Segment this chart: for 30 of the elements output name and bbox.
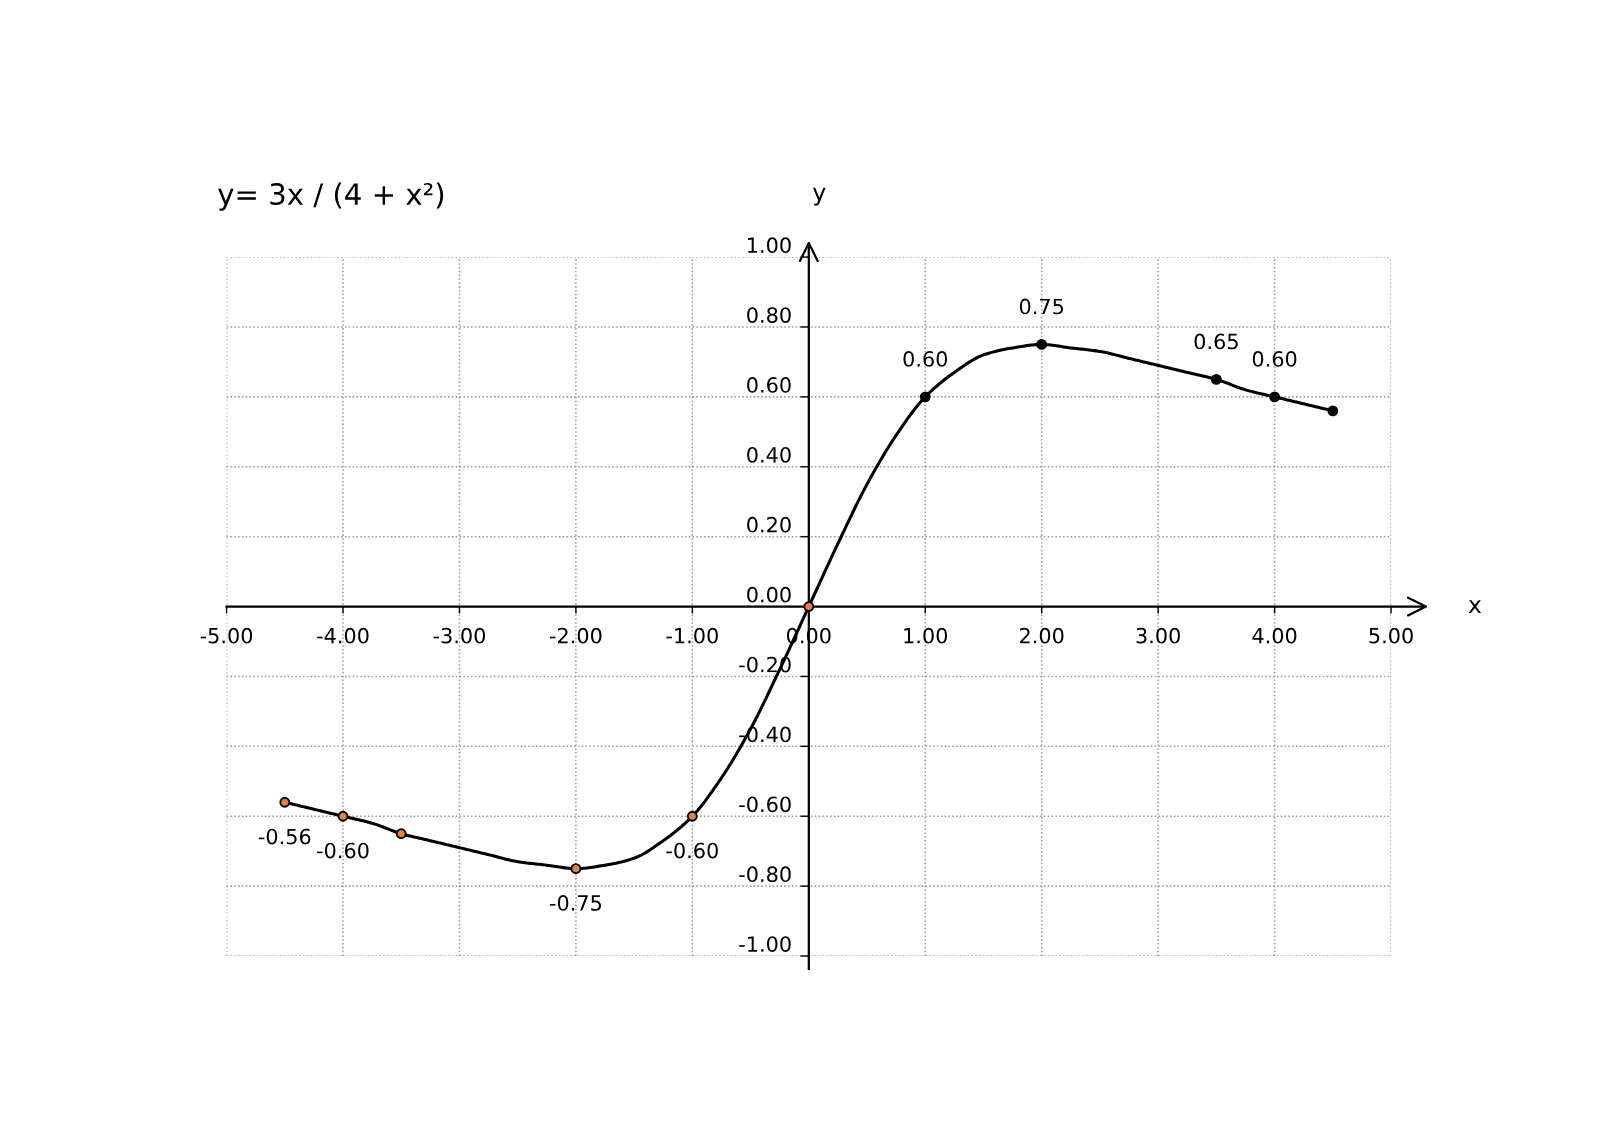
data-label: -0.56 [258, 828, 311, 845]
y-tick-label: 0.20 [747, 516, 791, 533]
data-label: 0.60 [1252, 351, 1297, 367]
x-tick-label: -5.00 [200, 627, 253, 644]
y-tick-label: -0.60 [739, 796, 791, 813]
data-label: 0.65 [1194, 333, 1238, 350]
y-tick-label: 1.00 [748, 237, 791, 254]
x-tick-label: 2.00 [1020, 627, 1064, 644]
data-label: 0.60 [903, 351, 948, 367]
y-axis-title: y [813, 187, 826, 206]
x-tick-label: -3.00 [433, 627, 486, 644]
y-tick-label: -1.00 [739, 936, 791, 952]
chart-title: y= 3x / (4 + x²) [218, 182, 444, 211]
data-label: -0.75 [549, 895, 602, 911]
data-label: 0.75 [1019, 298, 1064, 315]
data-label: -0.60 [666, 842, 718, 859]
x-tick-label: 3.00 [1136, 627, 1180, 644]
x-tick-label: -2.00 [549, 627, 602, 644]
x-tick-label: 1.00 [904, 627, 948, 644]
y-tick-label: 0.80 [747, 307, 791, 323]
y-tick-label: -0.80 [739, 866, 791, 883]
data-label: -0.60 [317, 842, 369, 859]
y-tick-label: 0.00 [747, 586, 791, 603]
x-tick-label: 5.00 [1369, 627, 1413, 644]
x-axis-title: x [1468, 600, 1482, 614]
y-tick-label: 0.40 [747, 446, 791, 463]
x-tick-label: 4.00 [1252, 627, 1297, 644]
x-tick-label: -1.00 [666, 627, 718, 644]
y-tick-label: 0.60 [747, 377, 791, 393]
x-tick-label: -4.00 [317, 627, 369, 644]
